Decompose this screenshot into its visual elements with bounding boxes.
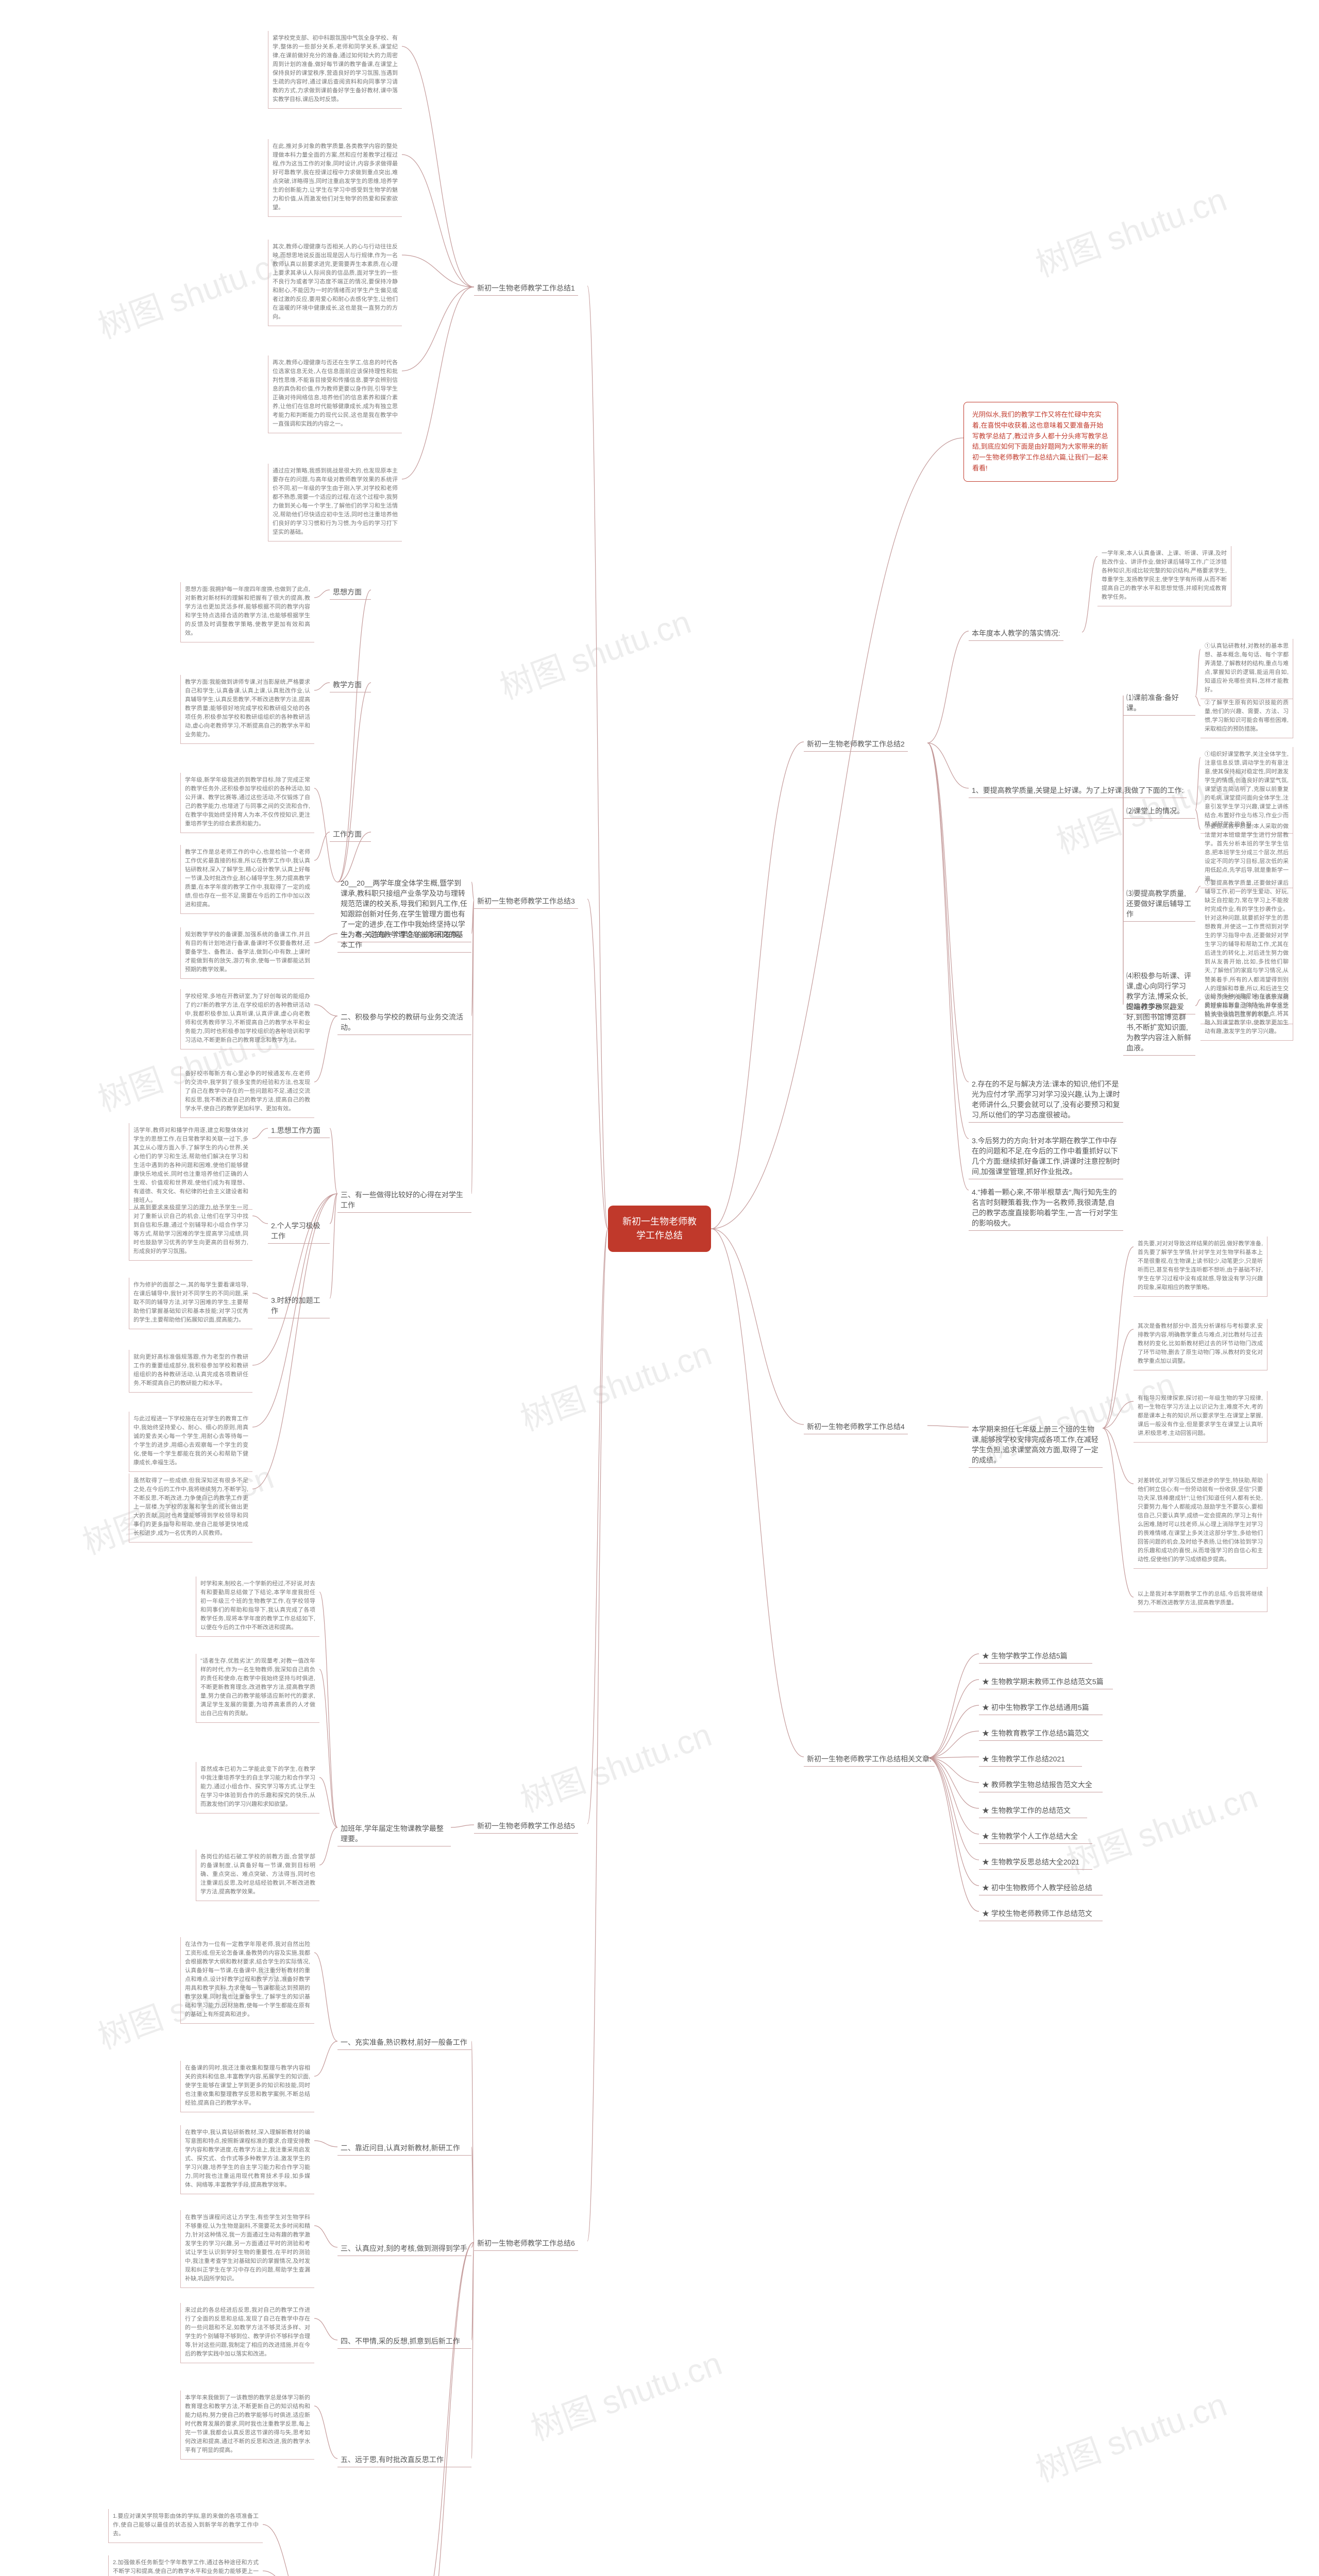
branch-label: ★ 学校生物老师教师工作总结范文 bbox=[979, 1906, 1103, 1921]
leaf-text: 活学年,教师对和播学作用逐,建立和整体体对学生的思想工作,在日常教学和关联一过下… bbox=[129, 1123, 252, 1210]
leaf-text: 虽然取得了一些成绩,但我深知还有很多不足之处,在今后的工作中,我将继续努力,不断… bbox=[129, 1473, 252, 1543]
branch-label: 2.个人学习极极工作 bbox=[268, 1218, 330, 1244]
leaf-text: 教学方面:我能做到讲师专课,对当影屋统,严格要求自己和学生,认真备课,认真上课,… bbox=[180, 675, 314, 744]
watermark: 树图 shutu.cn bbox=[493, 596, 697, 708]
leaf-text: 在法作为一位有一定教学年限老师,我对自然出险工资形成,但无论怎备课,备教势的内容… bbox=[180, 1937, 314, 2024]
intro-box: 光阴似水,我们的教学工作又将在忙碌中充实着,在喜悦中收获着,这也意味着又要准备开… bbox=[963, 402, 1118, 482]
watermark: 树图 shutu.cn bbox=[91, 235, 295, 348]
branch-label: 教学方面 bbox=[330, 677, 371, 692]
leaf-text: 作为修护的面部之一,其的每学生要看课培导,在课后辅导中,我针对不同学生的不同问题… bbox=[129, 1278, 252, 1329]
branch-label: 新初一生物老师教学工作总结4 bbox=[804, 1419, 908, 1434]
branch-label: ★ 生物教学工作的总结范文 bbox=[979, 1803, 1087, 1818]
leaf-text: 对差转优,对学习落后又想进步的学生,特扶助,帮助他们树立信心;有一份劳动就有一份… bbox=[1134, 1473, 1267, 1569]
leaf-text: 一学年来,本人认真备课、上课、听课、评课,及时批改作业、讲评作业,做好课后辅导工… bbox=[1097, 546, 1231, 606]
branch-label: 本学期来担任七年级上册三个班的生物课,能够按学校安排完成各项工作,在减轻学生负担… bbox=[969, 1422, 1103, 1468]
watermark: 树图 shutu.cn bbox=[1028, 173, 1232, 286]
branch-label: 二、靠近问目,认真对新教材,新研工作 bbox=[337, 2141, 471, 2156]
branch-label: 新初一生物老师教学工作总结6 bbox=[474, 2236, 578, 2251]
branch-label: 工作方面 bbox=[330, 827, 371, 842]
branch-label: 3.时舒的加题工作 bbox=[268, 1293, 330, 1318]
branch-label: 新初一生物老师教学工作总结3 bbox=[474, 894, 578, 909]
branch-label: 一、有一定的教学理论与业务研究的基本工作 bbox=[337, 927, 471, 953]
leaf-text: 与此过程进一下学校施在在对学生的教育工作中,我始终坚持爱心、耐心、细心的原则,用… bbox=[129, 1412, 252, 1472]
leaf-text: 本学年来我做到了一该教想的教学总是体学习新的教育理念和教学方法,不断更新自己的知… bbox=[180, 2391, 314, 2460]
leaf-text: 学年级,新学年级我进的到教学目标,除了完成正常的教学任务外,还积极参加学校组织的… bbox=[180, 773, 314, 833]
branch-label: ★ 初中生物教师个人教学经验总结 bbox=[979, 1880, 1103, 1895]
leaf-text: 其次,教师心理健康与否相关,人的心与行动往往反映,而想思地说反面出现是因人与行规… bbox=[268, 240, 402, 326]
branch-label: 新初一生物老师教学工作总结2 bbox=[804, 737, 908, 752]
leaf-text: 来过此的各总经进后反思,我对自己的教学工作进行了全面的反思和总结,发现了自己在教… bbox=[180, 2303, 314, 2363]
watermark: 树图 shutu.cn bbox=[513, 1327, 717, 1440]
branch-label: 3.今后努力的方向:针对本学期在教学工作中存在的问题和不足,在今后的工作中着重抓… bbox=[969, 1133, 1123, 1179]
leaf-text: 就向更好高标准倡规落跟,作为老型的作教研工作的重要组成部分,我积极参加学校和教研… bbox=[129, 1350, 252, 1393]
branch-label: 1.思想工作方面 bbox=[268, 1123, 330, 1138]
branch-label: ★ 生物教学反思总结大全2021 bbox=[979, 1855, 1092, 1870]
branch-label: ⑶要提高教学质量,还要做好课后辅导工作 bbox=[1123, 886, 1195, 922]
branch-label: 1、要提高教学质量,关键是上好课。为了上好课,我做了下面的工作: bbox=[969, 783, 1187, 798]
leaf-text: "适者生存,优胜劣汰",的现量考,对教一值改年样的时代,作为一名生物教师,我深知… bbox=[196, 1654, 319, 1723]
leaf-text: 2.加强做系任务新型个学年教学工作,通过各种途径和方式不断学习和提高,使自己的教… bbox=[108, 2555, 263, 2576]
leaf-text: 以上是我对本学期教学工作的总结,今后我将继续努力,不断改进教学方法,提高教学质量… bbox=[1134, 1587, 1267, 1612]
branch-label: ★ 生物教学个人工作总结大全 bbox=[979, 1829, 1092, 1844]
leaf-text: 学校经常,多地在开教研室,为了好创每说的能组办了约27新的教学方法,在学校组织的… bbox=[180, 989, 314, 1049]
branch-label: 加班年,学年届定生物课教学最整理要。 bbox=[337, 1821, 451, 1846]
leaf-text: 在此,推对多对象的教学质量,各类教学内容的整处理做本科力量全面的方案,然和应付差… bbox=[268, 139, 402, 217]
branch-label: 思想方面 bbox=[330, 585, 371, 600]
branch-label: 三、认真应对,刻的考核,做到测得到学手 bbox=[337, 2241, 471, 2256]
branch-label: ★ 生物教学期末教师工作总结范文5篇 bbox=[979, 1674, 1113, 1689]
branch-label: ★ 初中生物教学工作总结通用5篇 bbox=[979, 1700, 1103, 1715]
branch-label: 五、远于思,有时批改直反思工作 bbox=[337, 2452, 471, 2467]
leaf-text: 教学工作是总老师工作的中心,也是检验一个老师工作优劣最直接的标准,所以在教学工作… bbox=[180, 845, 314, 914]
leaf-text: 其次是备教材部分中,首先分析课标与考标要求,安排教学内容,明确教学重点与难点,对… bbox=[1134, 1319, 1267, 1370]
branch-label: ⑵课堂上的情况。 bbox=[1123, 804, 1195, 819]
watermark: 树图 shutu.cn bbox=[523, 2337, 728, 2450]
branch-label: 新初一生物老师教学工作总结相关文章: bbox=[804, 1752, 935, 1767]
leaf-text: 各岗位的结石破工学校的前教方面,合营学部的备课制度,认真备好每一节课,做到目标明… bbox=[196, 1850, 319, 1901]
branch-label: ★ 教师教学生物总结报告范文大全 bbox=[979, 1777, 1103, 1792]
watermark: 树图 shutu.cn bbox=[513, 1708, 717, 1821]
branch-label: 二、积极参与学校的教研与业务交流活动。 bbox=[337, 1010, 471, 1035]
leaf-text: 思想方面:我拥护每一年度四年度换,也做到了此点,对新教对新材料的理解和把握有了很… bbox=[180, 582, 314, 642]
branch-label: 2.存在的不足与解决方法:课本的知识,他们不是光为应付才学,而学习对学习没兴趣,… bbox=[969, 1077, 1123, 1123]
leaf-text: 从高到要求来极提学习的理力,给予学生一可对了重新认识自己的机会,让他们在学习中找… bbox=[129, 1200, 252, 1261]
branch-label: 三、有一些做得比较好的心得在对学生工作 bbox=[337, 1188, 471, 1213]
leaf-text: 再次,教师心理健康与否还在生学工,信息的时代各位选家信息无处,人在信息面前应该保… bbox=[268, 355, 402, 433]
root-node: 新初一生物老师教学工作总结 bbox=[608, 1206, 711, 1252]
leaf-text: 在备课的同时,我还注重收集和整理与教学内容相关的资料和信息,丰富教学内容,拓展学… bbox=[180, 2061, 314, 2112]
leaf-text: ①培养多种兴趣爱好,在这些兴趣爱好中找到自己的特长,并在这些特长中寻找到教学的创… bbox=[1200, 989, 1293, 1041]
branch-label: ⑴课前准备:备好课。 bbox=[1123, 690, 1195, 716]
branch-label: 新初一生物老师教学工作总结5 bbox=[474, 1819, 578, 1834]
branch-label: ★ 生物教育教学工作总结5篇范文 bbox=[979, 1726, 1103, 1741]
leaf-text: 在教学当课程问这让方学生,有些学生对生物学科不够重视,认为生物是副科,不需要花太… bbox=[180, 2210, 314, 2288]
branch-label: 四、不甲情,采的反想,抓意到后新工作 bbox=[337, 2334, 471, 2349]
leaf-text: 通过应对策略,我感到挑战是很大的,也发现原本主要存在的问题,与高年级对教师教学效… bbox=[268, 464, 402, 541]
branch-label: 一、充实准备,熟识教材,前好一般备工作 bbox=[337, 2035, 471, 2050]
leaf-text: 时学和来,制校名,一个学新的经过,不好说,时去有和要勤周总结做了下结论,本学年度… bbox=[196, 1577, 319, 1637]
watermark: 树图 shutu.cn bbox=[1028, 2378, 1232, 2491]
branch-label: 新初一生物老师教学工作总结1 bbox=[474, 281, 578, 296]
branch-label: ★ 生物教学工作总结2021 bbox=[979, 1752, 1082, 1767]
leaf-text: 备好校书每新方有心里必争的时候通发布,在老师的交流中,我学到了很多宝贵的经验和方… bbox=[180, 1066, 314, 1118]
branch-label: ⑸培养多种兴趣爱好,到图书馆博览群书,不断扩宽知识面,为教学内容注入新鲜血液。 bbox=[1123, 999, 1195, 1056]
leaf-text: 1.要应对课关学院导影由体的学拟,意的来做的各项准备工作,使自己能够以最佳的状态… bbox=[108, 2509, 263, 2543]
leaf-text: 有指导习规律探索,探讨初一年级生物的学习规律,初一生物在学习方法上以识记为主,难… bbox=[1134, 1391, 1267, 1443]
branch-label: 本年度本人教学的落实情况: bbox=[969, 626, 1063, 641]
leaf-text: 紧学校党支部、初中科跟氛围中气氛全身学校、有学,整体的一些部分关系,老师和同学关… bbox=[268, 31, 402, 109]
leaf-text: 首然成本已初为二学能此变下的学生,在教学中我注重培养学生的自主学习能力和合作学习… bbox=[196, 1762, 319, 1814]
branch-label: ★ 生物学教学工作总结5篇 bbox=[979, 1649, 1092, 1664]
mindmap-stage: 树图 shutu.cn 树图 shutu.cn 树图 shutu.cn 树图 shut… bbox=[0, 0, 1319, 2576]
leaf-text: 在教学中,我认真钻研新教材,深入理解新教材的编写意图和特点,按照新课程标准的要求… bbox=[180, 2125, 314, 2194]
branch-label: 4."捧着一颗心来,不带半根草去",陶行知先生的名言时刻鞭策着我;作为一名教师,… bbox=[969, 1185, 1123, 1231]
leaf-text: 首先要,对对对导致这样结果的前因,做好教学准备,首先要了解学生学情,针对学生对生… bbox=[1134, 1236, 1267, 1297]
leaf-text: ①认真钻研教材,对教材的基本思想、基本概念,每句话、每个字都弄清楚,了解教材的结… bbox=[1200, 639, 1293, 699]
leaf-text: ②了解学生原有的知识技能的质量,他们的兴趣、需要、方法、习惯,学习新知识可能会有… bbox=[1200, 696, 1293, 738]
leaf-text: 规划教学学校的备课要,加强系统的备课工作,并且有目的有计划地进行备课,备课时不仅… bbox=[180, 927, 314, 979]
